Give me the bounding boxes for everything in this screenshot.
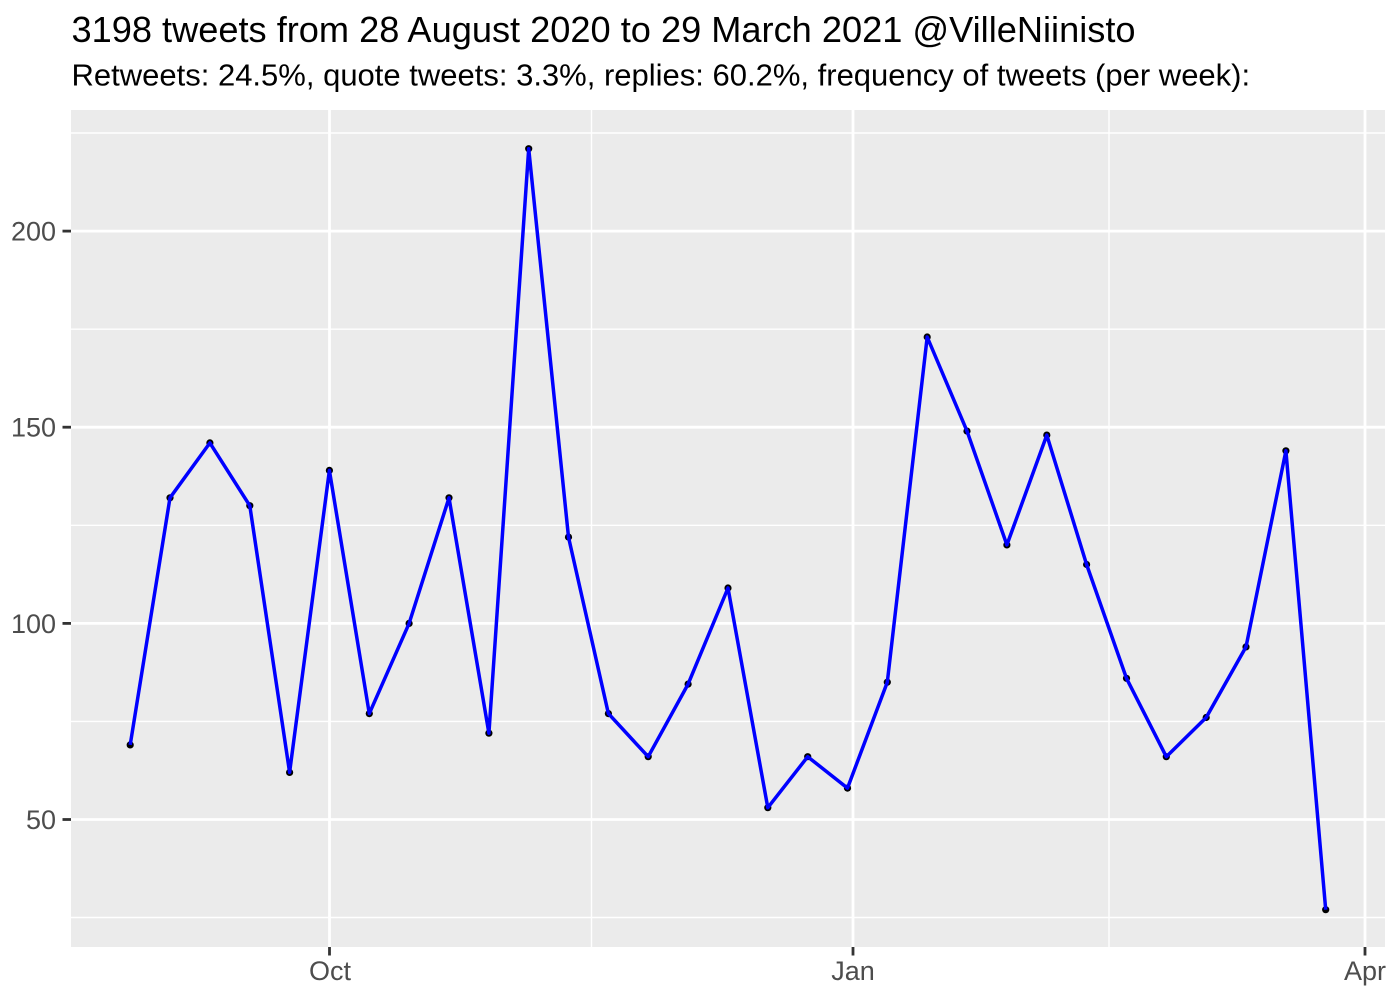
svg-text:100: 100	[11, 609, 56, 639]
svg-text:200: 200	[11, 217, 56, 247]
svg-text:Apr: Apr	[1344, 956, 1386, 986]
svg-text:Retweets: 24.5%, quote tweets:: Retweets: 24.5%, quote tweets: 3.3%, rep…	[72, 58, 1251, 93]
svg-text:Oct: Oct	[309, 956, 352, 986]
svg-text:Jan: Jan	[831, 956, 875, 986]
svg-text:3198 tweets from 28 August 202: 3198 tweets from 28 August 2020 to 29 Ma…	[72, 9, 1136, 50]
svg-text:50: 50	[26, 805, 56, 835]
svg-text:150: 150	[11, 413, 56, 443]
